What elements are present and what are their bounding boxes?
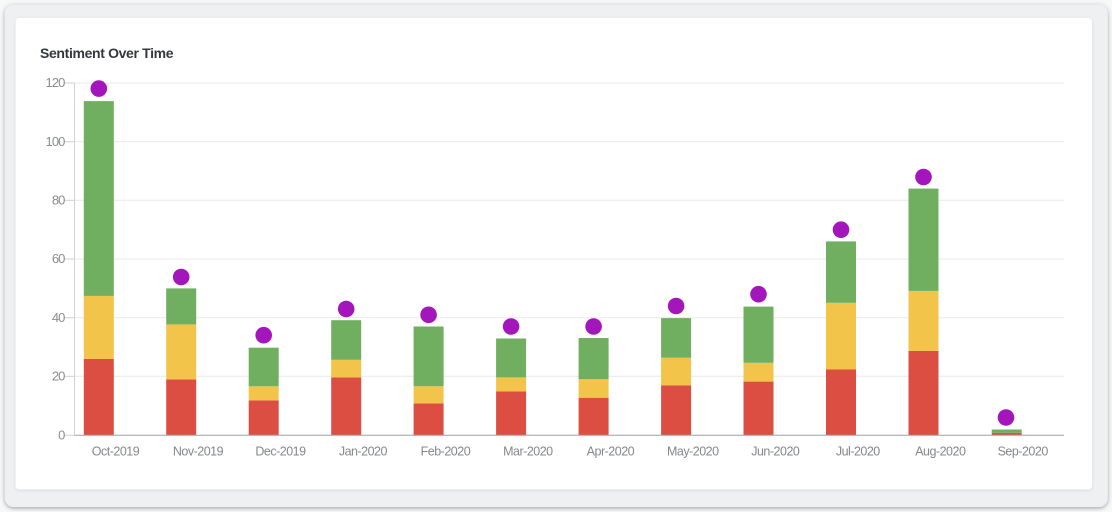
svg-text:0: 0 [58,427,65,442]
svg-text:20: 20 [52,369,65,384]
svg-text:Mar-2020: Mar-2020 [503,445,553,459]
svg-text:Nov-2019: Nov-2019 [173,445,224,459]
svg-text:Aug-2020: Aug-2020 [915,445,966,459]
svg-text:Oct-2019: Oct-2019 [92,445,140,459]
svg-text:Feb-2020: Feb-2020 [421,445,471,459]
svg-text:120: 120 [46,75,66,90]
svg-text:Sep-2020: Sep-2020 [998,445,1049,459]
svg-text:Jan-2020: Jan-2020 [339,445,388,459]
svg-text:100: 100 [46,134,66,149]
svg-text:Jun-2020: Jun-2020 [751,445,800,459]
svg-text:Sentiment Over Time: Sentiment Over Time [40,45,174,61]
svg-text:40: 40 [52,310,65,325]
svg-text:May-2020: May-2020 [667,445,719,459]
svg-text:Dec-2019: Dec-2019 [255,445,306,459]
svg-text:Jul-2020: Jul-2020 [836,445,880,459]
svg-text:Apr-2020: Apr-2020 [587,445,635,459]
svg-text:80: 80 [52,193,65,208]
svg-text:60: 60 [52,251,65,266]
